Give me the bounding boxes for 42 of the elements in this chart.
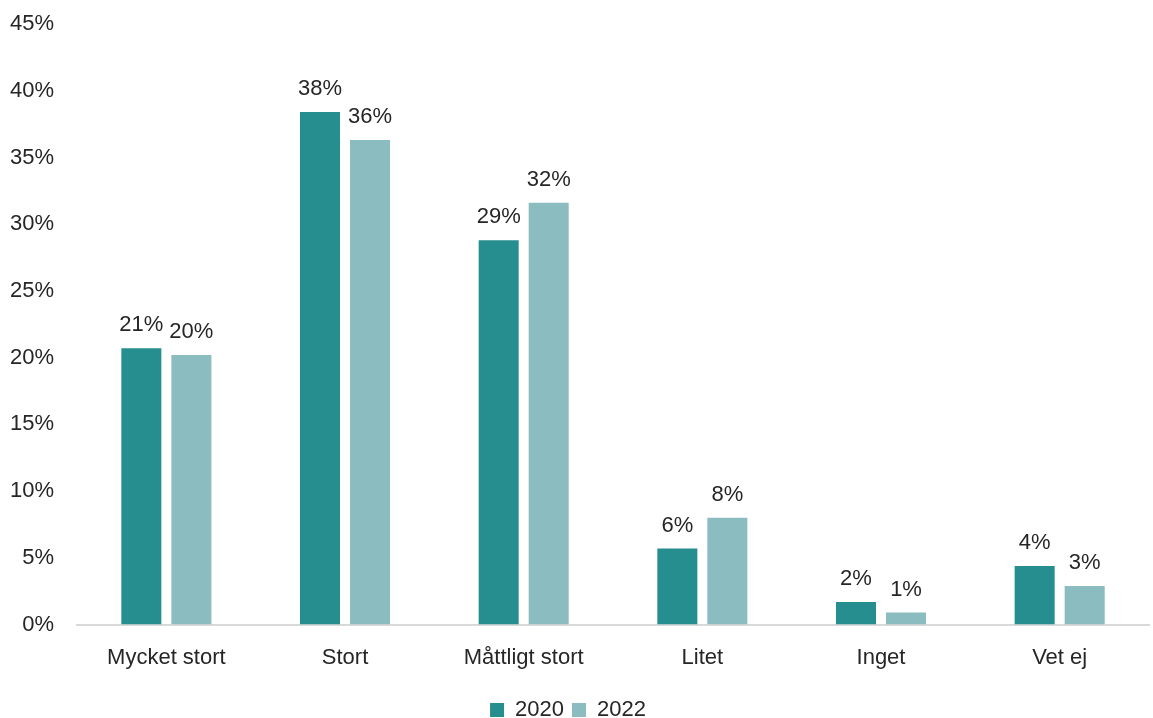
data-label: 32% xyxy=(526,165,571,191)
x-tick-label: Inget xyxy=(856,643,906,669)
y-tick-label: 0% xyxy=(22,610,55,636)
bar xyxy=(478,240,519,625)
x-tick-label: Måttligt stort xyxy=(463,643,584,669)
y-tick-label: 25% xyxy=(9,277,55,302)
y-tick-label: 40% xyxy=(9,76,55,102)
x-tick-label: Litet xyxy=(681,643,724,669)
x-tick-label: Stort xyxy=(321,643,369,669)
x-tick-label: Vet ej xyxy=(1032,643,1088,669)
bar xyxy=(300,112,341,625)
x-tick-label: Mycket stort xyxy=(107,643,226,669)
y-tick-label: 15% xyxy=(9,410,55,436)
bar xyxy=(1014,565,1055,625)
data-label: 36% xyxy=(348,103,393,129)
y-tick-label: 45% xyxy=(9,10,55,36)
bar xyxy=(835,601,877,625)
data-label: 4% xyxy=(1018,528,1051,554)
y-tick-label: 5% xyxy=(22,543,55,569)
data-label: 3% xyxy=(1068,548,1101,574)
data-label: 38% xyxy=(297,75,343,101)
data-label: 29% xyxy=(476,203,521,229)
bar xyxy=(528,202,569,625)
data-label: 20% xyxy=(169,318,214,344)
bar xyxy=(1064,585,1105,625)
legend-label: 2020 xyxy=(515,696,565,718)
data-label: 8% xyxy=(711,480,744,506)
bar xyxy=(171,355,212,625)
y-tick-label: 35% xyxy=(9,143,55,169)
data-label: 21% xyxy=(119,311,164,337)
y-tick-label: 30% xyxy=(9,210,55,236)
bar xyxy=(886,612,927,625)
data-label: 1% xyxy=(890,575,922,601)
y-tick-label: 10% xyxy=(9,477,55,503)
bar xyxy=(657,548,698,625)
data-label: 6% xyxy=(661,511,694,537)
data-label: 2% xyxy=(840,564,872,590)
legend-label: 2022 xyxy=(597,696,646,718)
bar xyxy=(121,348,162,625)
y-tick-label: 20% xyxy=(9,343,55,369)
bar xyxy=(707,517,748,625)
bar xyxy=(350,140,391,625)
